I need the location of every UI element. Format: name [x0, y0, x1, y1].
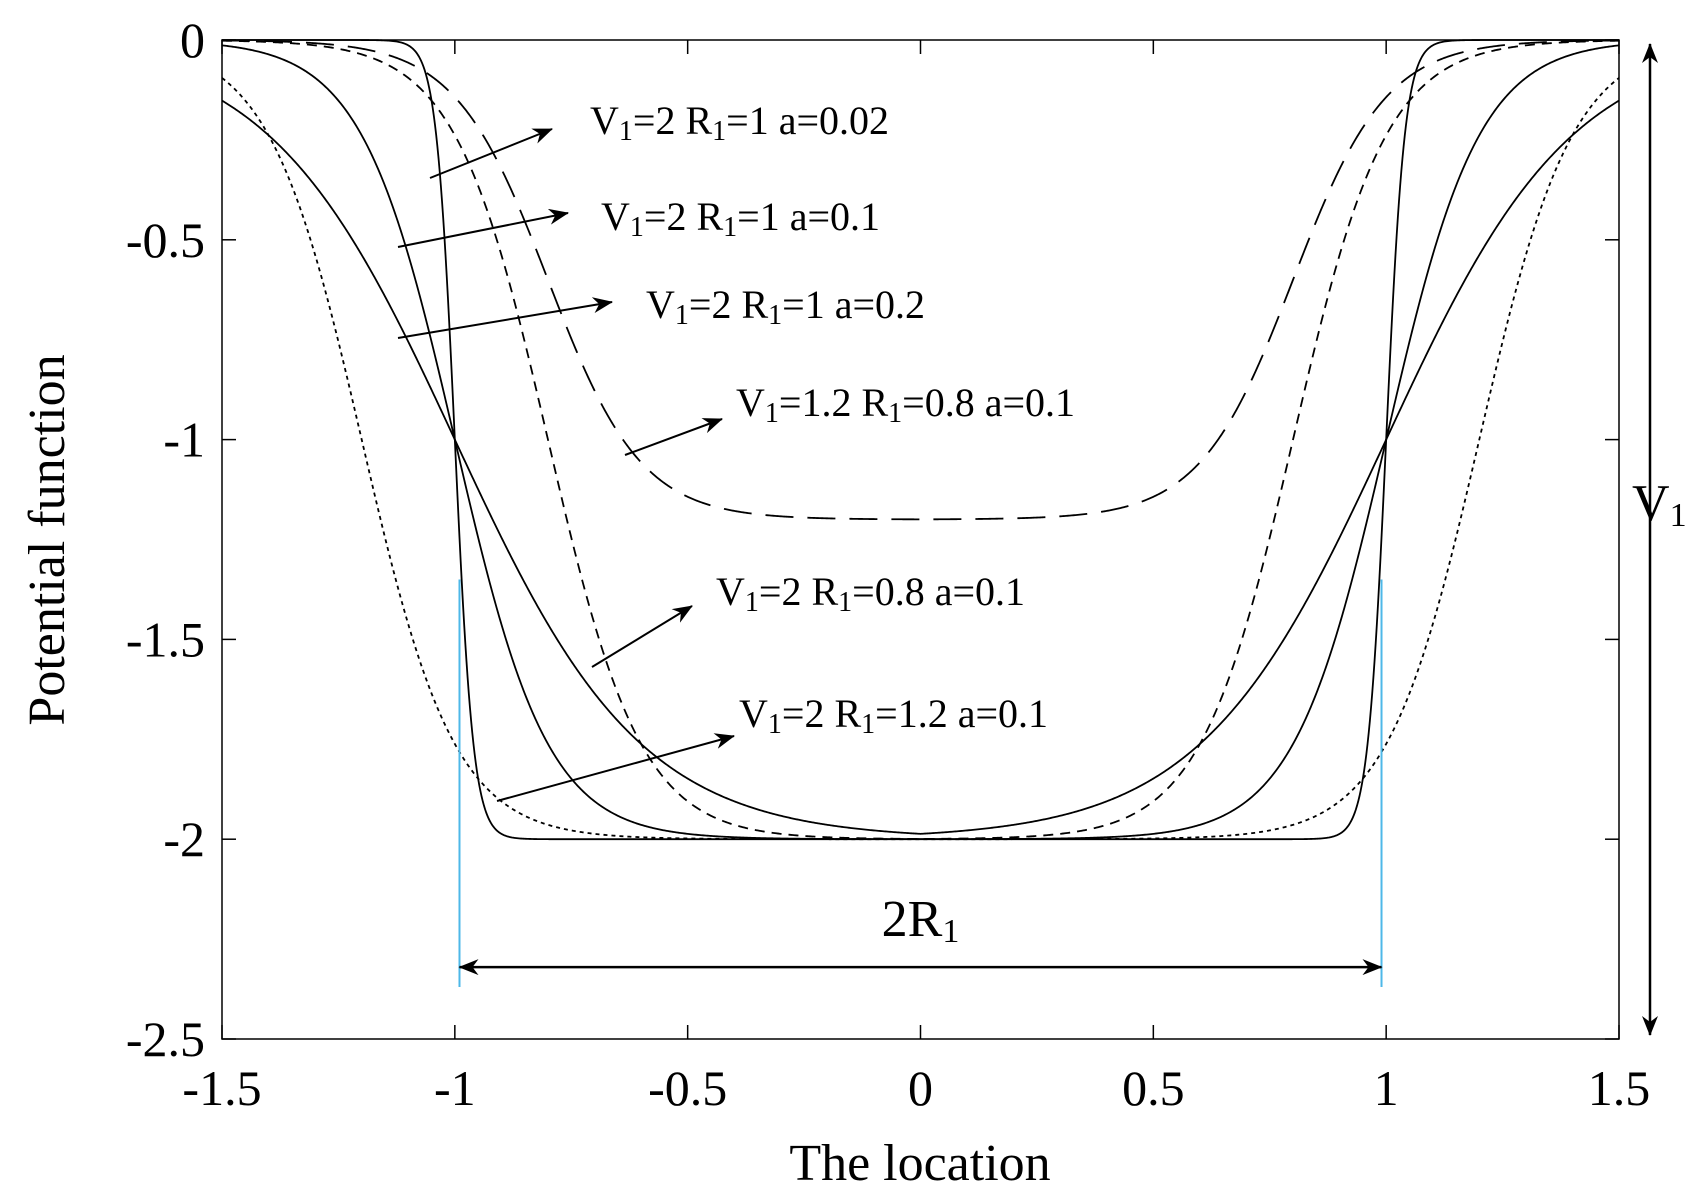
- x-tick-label: 1.5: [1588, 1060, 1651, 1116]
- series-pointer-2: [397, 208, 569, 248]
- x-tick-label: -1: [434, 1060, 476, 1116]
- y-tick-label: -2.5: [126, 1011, 205, 1067]
- series-line-3: [221, 99, 1620, 835]
- series-pointer-arrows: [397, 128, 735, 802]
- y-axis-ticks: 0 -0.5 -1 -1.5 -2 -2.5: [126, 12, 1619, 1067]
- series-label-3: V1=2 R1=1 a=0.2: [646, 282, 925, 331]
- depth-label: V1: [1632, 475, 1687, 534]
- y-tick-label: -2: [163, 811, 205, 867]
- series-label-4: V1=1.2 R1=0.8 a=0.1: [736, 380, 1075, 429]
- depth-annotation: V1: [1632, 43, 1687, 1036]
- x-tick-label: -0.5: [648, 1060, 727, 1116]
- x-tick-label: 1: [1374, 1060, 1399, 1116]
- y-tick-label: -0.5: [126, 212, 205, 268]
- series-pointer-4: [624, 418, 723, 456]
- series-label-5: V1=2 R1=0.8 a=0.1: [716, 569, 1025, 618]
- series-line-4: [221, 39, 1620, 521]
- y-tick-label: -1.5: [126, 611, 205, 667]
- series-line-6: [221, 77, 1620, 841]
- series-pointer-5: [591, 605, 693, 668]
- series-pointer-1: [429, 128, 553, 179]
- series-pointer-3: [397, 297, 613, 339]
- series-label-6: V1=2 R1=1.2 a=0.1: [739, 691, 1048, 740]
- series-curves: [221, 39, 1620, 841]
- radius-marker-lines: [458, 579, 1383, 988]
- x-tick-label: 0.5: [1122, 1060, 1185, 1116]
- width-annotation: 2R1: [458, 891, 1383, 976]
- series-labels: V1=2 R1=1 a=0.02 V1=2 R1=1 a=0.1 V1=2 R1=1…: [590, 98, 1075, 740]
- series-pointer-6: [496, 733, 735, 802]
- y-tick-label: -1: [163, 412, 205, 468]
- plot-frame: [221, 39, 1620, 1040]
- width-label: 2R1: [882, 891, 960, 950]
- x-axis-label: The location: [789, 1135, 1050, 1192]
- y-axis-label: Potential function: [19, 354, 76, 725]
- x-tick-label: 0: [908, 1060, 933, 1116]
- x-tick-label: -1.5: [182, 1060, 261, 1116]
- series-label-1: V1=2 R1=1 a=0.02: [590, 98, 889, 147]
- x-axis-ticks: -1.5 -1 -0.5 0 0.5 1 1.5: [182, 40, 1650, 1116]
- series-label-2: V1=2 R1=1 a=0.1: [601, 194, 880, 243]
- y-tick-label: 0: [180, 12, 205, 68]
